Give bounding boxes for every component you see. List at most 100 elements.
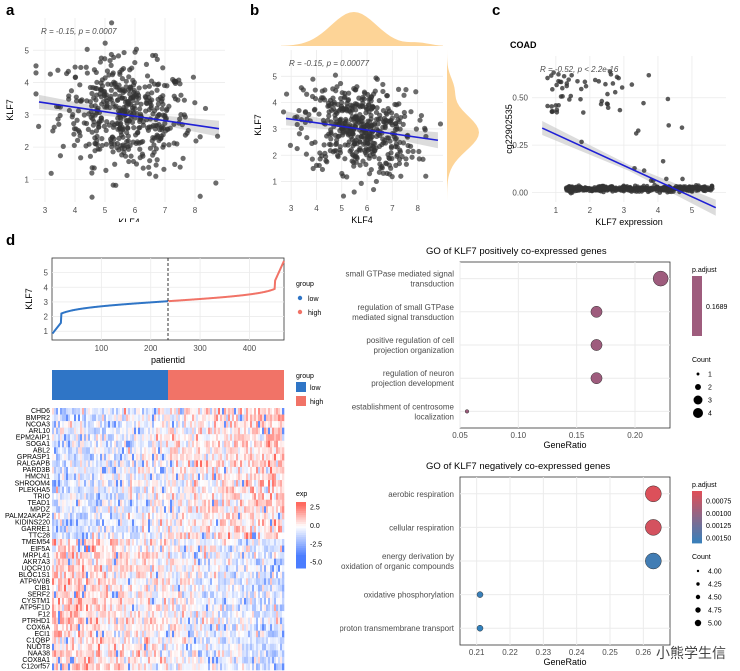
- heatmap-cell: [62, 493, 65, 500]
- heatmap-cell: [212, 460, 215, 468]
- heatmap-cell: [110, 519, 113, 527]
- heatmap-cell: [238, 571, 241, 579]
- heatmap-cell: [260, 591, 263, 599]
- heatmap-cell: [60, 525, 63, 533]
- heatmap-cell: [144, 539, 147, 546]
- heatmap-cell: [242, 512, 245, 520]
- heatmap-cell: [110, 539, 113, 546]
- heatmap-cell: [102, 447, 105, 455]
- heatmap-cell: [268, 506, 271, 514]
- heatmap-cell: [106, 512, 109, 520]
- heatmap-cell: [58, 519, 61, 527]
- data-point: [151, 108, 158, 114]
- heatmap-cell: [262, 512, 265, 520]
- heatmap-cell: [114, 440, 117, 448]
- heatmap-cell: [82, 486, 85, 494]
- data-point: [296, 107, 302, 114]
- heatmap-cell: [62, 565, 65, 573]
- heatmap-cell: [158, 552, 161, 559]
- heatmap-cell: [222, 532, 225, 540]
- heatmap-cell: [144, 421, 147, 428]
- heatmap-cell: [54, 558, 57, 566]
- heatmap-cell: [98, 427, 101, 435]
- heatmap-cell: [132, 493, 135, 500]
- heatmap-cell: [68, 421, 71, 428]
- heatmap-cell: [250, 466, 253, 474]
- heatmap-cell: [240, 440, 243, 448]
- data-point: [339, 170, 345, 177]
- heatmap-cell: [56, 421, 59, 428]
- heatmap-cell: [236, 545, 239, 553]
- heatmap-cell: [258, 578, 261, 586]
- heatmap-cell: [266, 539, 269, 546]
- heatmap-cell: [62, 558, 65, 566]
- heatmap-cell: [54, 499, 57, 507]
- heatmap-cell: [96, 591, 99, 599]
- heatmap-cell: [106, 414, 109, 422]
- heatmap-cell: [280, 421, 283, 428]
- heatmap-cell: [244, 512, 247, 520]
- heatmap-cell: [192, 539, 195, 546]
- heatmap-cell: [180, 493, 183, 500]
- heatmap-cell: [102, 499, 105, 507]
- heatmap-cell: [242, 584, 245, 592]
- heatmap-cell: [150, 597, 153, 605]
- heatmap-cell: [72, 552, 75, 559]
- heatmap-cell: [256, 539, 259, 546]
- correlation-annotation: R = -0.52, p < 2.2e-16: [540, 65, 619, 74]
- heatmap-cell: [282, 558, 285, 566]
- heatmap-cell: [142, 565, 145, 573]
- heatmap-cell: [194, 584, 197, 592]
- heatmap-cell: [212, 552, 215, 559]
- heatmap-cell: [76, 571, 79, 579]
- heatmap-cell: [66, 499, 69, 507]
- data-point: [155, 96, 161, 102]
- heatmap-cell: [230, 578, 233, 586]
- heatmap-cell: [276, 565, 279, 573]
- heatmap-cell: [254, 408, 257, 415]
- heatmap-cell: [72, 499, 75, 507]
- heatmap-cell: [132, 466, 135, 474]
- heatmap-cell: [86, 427, 89, 435]
- heatmap-cell: [80, 545, 83, 553]
- heatmap-cell: [56, 414, 59, 422]
- data-point: [323, 158, 329, 164]
- heatmap-cell: [130, 571, 133, 579]
- data-point: [131, 125, 137, 131]
- data-point: [581, 110, 586, 115]
- legend-swatch-high: [297, 309, 303, 315]
- heatmap-cell: [170, 466, 173, 474]
- heatmap-cell: [280, 512, 283, 520]
- heatmap-cell: [276, 408, 279, 415]
- heatmap-cell: [252, 414, 255, 422]
- data-point: [161, 142, 167, 148]
- heatmap-cell: [118, 552, 121, 559]
- heatmap-cell: [152, 453, 155, 461]
- heatmap-cell: [274, 486, 277, 494]
- heatmap-cell: [246, 434, 249, 442]
- heatmap-cell: [94, 545, 97, 553]
- heatmap-cell: [198, 558, 201, 566]
- heatmap-cell: [104, 440, 107, 448]
- heatmap-cell: [160, 532, 163, 540]
- data-point: [74, 137, 81, 143]
- heatmap-cell: [68, 466, 71, 474]
- heatmap-cell: [244, 493, 247, 500]
- heatmap-cell: [242, 440, 245, 448]
- heatmap-cell: [120, 421, 123, 428]
- heatmap-cell: [276, 591, 279, 599]
- heatmap-cell: [198, 584, 201, 592]
- heatmap-cell: [252, 460, 255, 468]
- heatmap-cell: [158, 493, 161, 500]
- heatmap-cell: [282, 591, 285, 599]
- heatmap-cell: [266, 408, 269, 415]
- heatmap-cell: [178, 440, 181, 448]
- heatmap-cell: [254, 558, 257, 566]
- heatmap-cell: [106, 578, 109, 586]
- heatmap-cell: [86, 421, 89, 428]
- heatmap-cell: [258, 486, 261, 494]
- heatmap-cell: [216, 552, 219, 559]
- heatmap-cell: [114, 421, 117, 428]
- heatmap-cell: [228, 519, 231, 527]
- heatmap-cell: [210, 421, 213, 428]
